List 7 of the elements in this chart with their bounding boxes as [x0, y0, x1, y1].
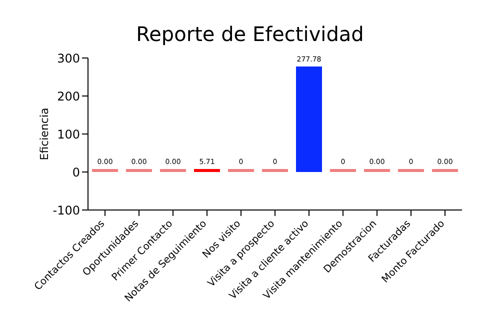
y-tick-label: 200	[57, 89, 80, 104]
y-axis-title: Eficiencia	[38, 108, 51, 160]
y-tick-label: 100	[57, 127, 80, 142]
y-tick-label: 300	[57, 51, 80, 66]
y-tick-label: -100	[52, 203, 80, 218]
chart-title: Reporte de Efectividad	[135, 22, 365, 48]
y-tick-label: 0	[72, 165, 80, 180]
